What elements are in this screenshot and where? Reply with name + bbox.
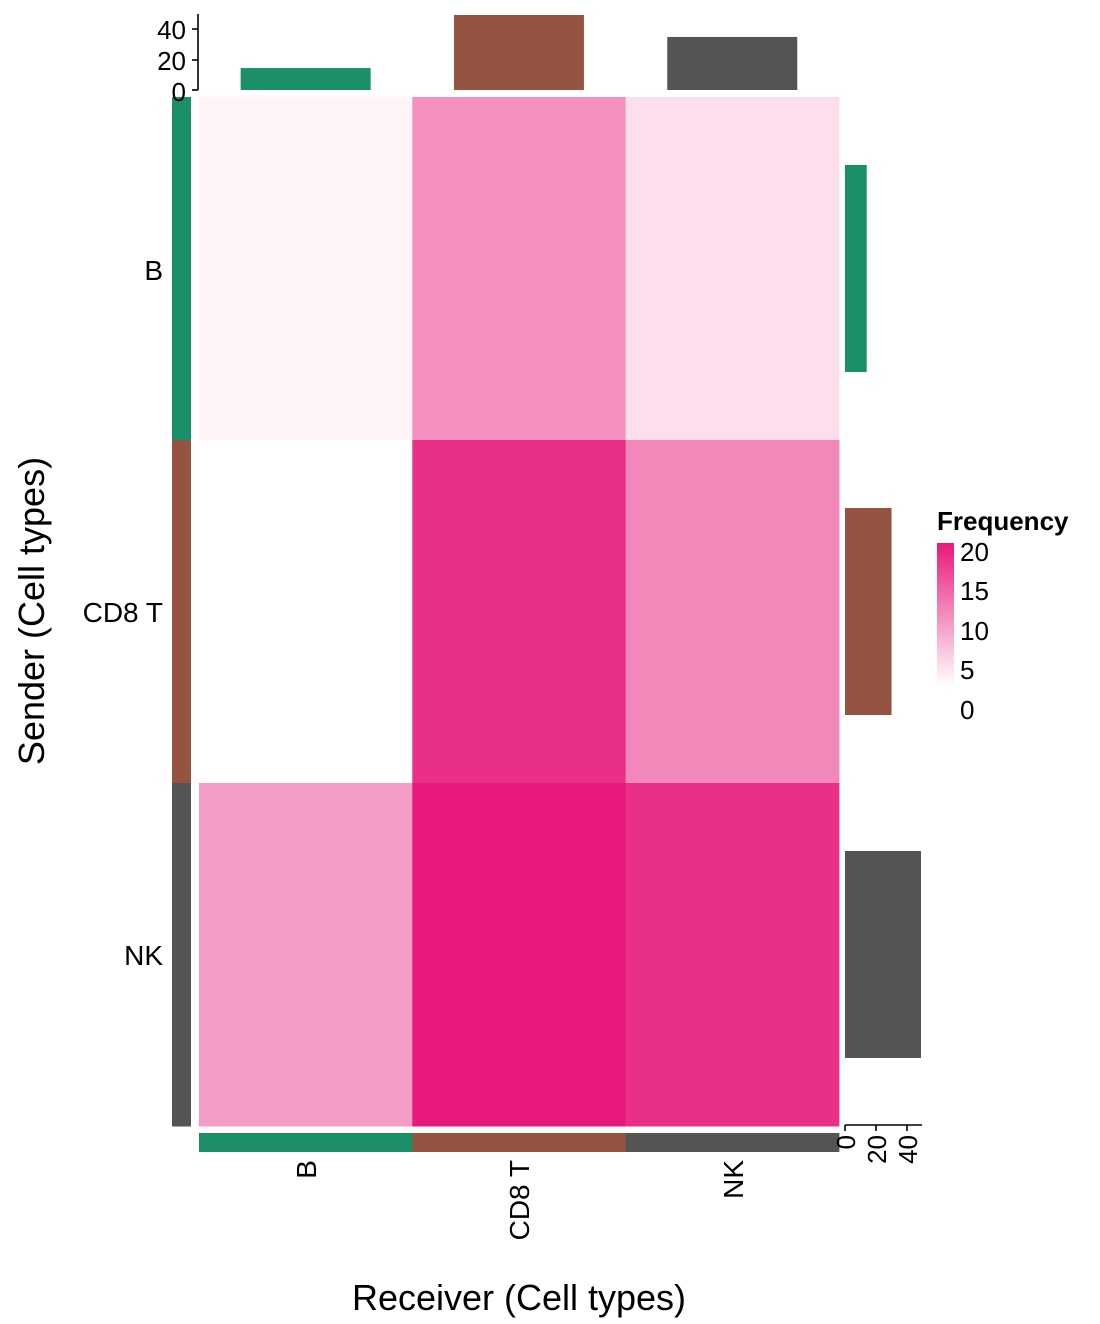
top-bar-b	[240, 68, 371, 90]
right-axis-tick-20: 20	[862, 1135, 892, 1164]
legend-tick-15: 15	[960, 576, 989, 606]
legend-color-bar	[937, 543, 954, 686]
column-annotation-strip	[199, 1133, 840, 1152]
right-axis-tick-0: 0	[831, 1135, 861, 1149]
cell-cd8t-cd8t	[412, 440, 627, 784]
right-axis-tick-40: 40	[893, 1135, 923, 1164]
legend-tick-5: 5	[960, 655, 974, 685]
top-bar-axis	[192, 14, 199, 91]
cell-cd8t-b	[199, 440, 413, 784]
x-axis-title: Receiver (Cell types)	[352, 1277, 686, 1318]
col-label-nk: NK	[718, 1160, 749, 1199]
cell-b-nk	[625, 97, 840, 441]
legend-title: Frequency	[937, 506, 1069, 536]
cell-nk-nk	[625, 783, 840, 1127]
row-label-cd8t: CD8 T	[83, 597, 163, 628]
top-bar-cd8t	[453, 15, 584, 90]
cell-nk-cd8t	[412, 783, 627, 1127]
row-anno-cd8t	[172, 440, 191, 784]
cell-b-cd8t	[412, 97, 627, 441]
row-anno-b	[172, 97, 191, 441]
right-bar-b	[845, 165, 867, 372]
col-anno-cd8t	[412, 1133, 627, 1152]
cell-nk-b	[199, 783, 413, 1127]
legend-tick-0: 0	[960, 695, 974, 725]
top-axis-tick-0: 0	[172, 77, 186, 107]
right-barplot	[845, 165, 921, 1058]
top-axis-tick-20: 20	[157, 46, 186, 76]
right-bar-nk	[845, 851, 921, 1058]
top-bar-nk	[667, 36, 798, 90]
cell-cd8t-nk	[625, 440, 840, 784]
right-bar-cd8t	[845, 508, 892, 715]
col-label-cd8t: CD8 T	[504, 1160, 535, 1240]
top-axis-tick-40: 40	[157, 15, 186, 45]
row-annotation-strip	[172, 97, 191, 1127]
heatmap-cells	[199, 97, 840, 1127]
legend-tick-20: 20	[960, 537, 989, 567]
col-anno-b	[199, 1133, 413, 1152]
col-label-b: B	[291, 1160, 322, 1179]
legend-tick-10: 10	[960, 616, 989, 646]
row-label-nk: NK	[124, 940, 163, 971]
row-label-b: B	[144, 255, 163, 286]
col-anno-nk	[625, 1133, 840, 1152]
cell-b-b	[199, 97, 413, 441]
row-anno-nk	[172, 783, 191, 1127]
right-bar-axis	[844, 1124, 922, 1131]
y-axis-title: Sender (Cell types)	[11, 457, 52, 765]
top-barplot	[240, 15, 798, 90]
